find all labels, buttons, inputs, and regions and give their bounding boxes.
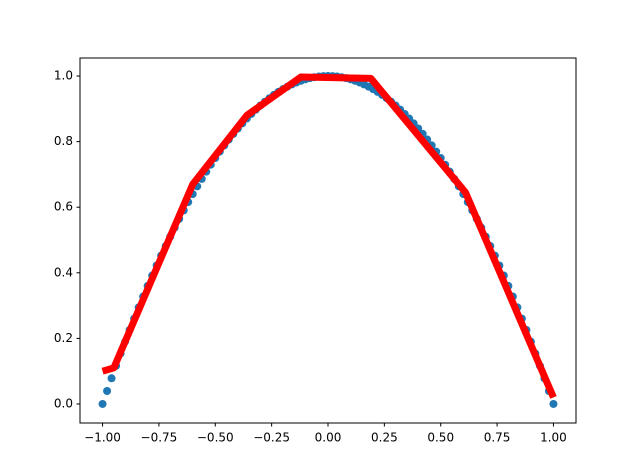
x-tick-label: 1.00 [540,431,567,445]
x-tick-label: −0.75 [141,431,178,445]
scatter-point [107,374,116,383]
y-tick-label: 0.2 [54,331,73,345]
scatter-point [103,386,112,395]
plot-frame [79,57,577,424]
line [101,73,557,399]
scatter-point [98,399,107,408]
x-tick-label: 0.25 [371,431,398,445]
y-tick-label: 0.8 [54,134,73,148]
x-tick-label: −1.00 [84,431,121,445]
x-tick-label: 0.50 [427,431,454,445]
x-tick-label: −0.50 [197,431,234,445]
x-tick-label: 0.00 [315,431,342,445]
y-tick-label: 1.0 [54,69,73,83]
x-tick-label: −0.25 [253,431,290,445]
y-tick-label: 0.0 [54,396,73,410]
y-tick-label: 0.4 [54,265,73,279]
x-tick-label: 0.75 [484,431,511,445]
y-tick-label: 0.6 [54,200,73,214]
scatter-point [549,399,558,408]
